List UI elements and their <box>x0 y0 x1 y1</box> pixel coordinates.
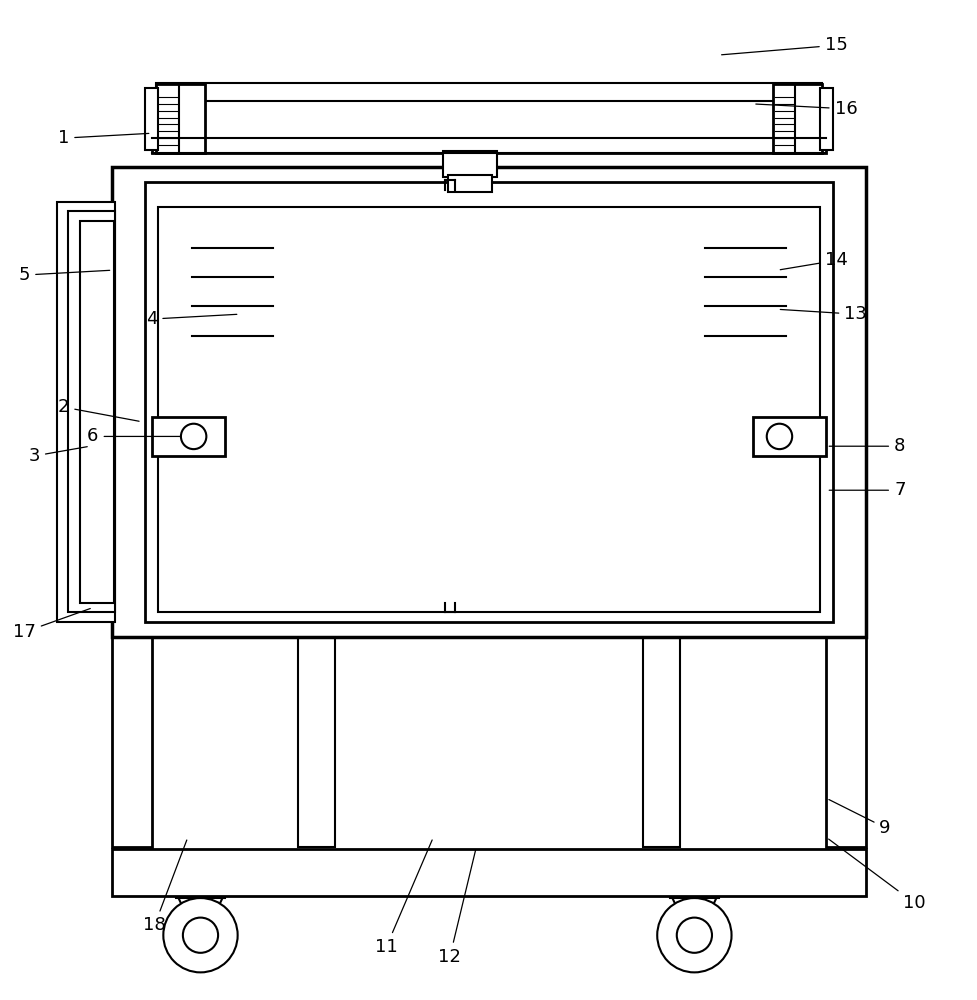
Bar <box>68 211 115 612</box>
Bar <box>447 175 491 192</box>
Text: 15: 15 <box>721 36 847 55</box>
Text: 10: 10 <box>828 839 925 912</box>
Text: 16: 16 <box>755 100 857 118</box>
Text: 13: 13 <box>780 305 867 323</box>
Bar <box>112 849 865 896</box>
Bar <box>181 204 283 375</box>
Bar <box>158 207 819 612</box>
Bar <box>145 182 832 622</box>
Circle shape <box>657 898 731 972</box>
Text: 11: 11 <box>374 840 432 956</box>
Text: 2: 2 <box>58 398 139 421</box>
Circle shape <box>766 424 791 449</box>
Text: 7: 7 <box>828 481 905 499</box>
Bar <box>191 213 273 365</box>
Bar <box>819 88 832 150</box>
Bar <box>704 213 786 365</box>
Bar <box>80 221 114 603</box>
Circle shape <box>181 424 206 449</box>
Bar <box>112 167 865 637</box>
Text: 6: 6 <box>87 427 188 445</box>
Bar <box>151 417 225 456</box>
Bar <box>151 99 826 153</box>
Bar <box>443 151 496 177</box>
Text: 14: 14 <box>780 251 847 270</box>
Text: 18: 18 <box>143 840 187 934</box>
Bar <box>752 417 826 456</box>
Text: 1: 1 <box>58 129 149 147</box>
Bar <box>156 84 205 153</box>
Bar <box>826 358 865 847</box>
Text: 12: 12 <box>438 850 475 966</box>
Text: 4: 4 <box>146 310 236 328</box>
Bar <box>694 204 796 375</box>
Bar <box>430 363 469 402</box>
Bar <box>298 358 335 847</box>
Circle shape <box>163 898 237 972</box>
Text: 17: 17 <box>13 609 90 641</box>
Bar <box>642 358 679 847</box>
Text: 5: 5 <box>19 266 109 284</box>
Text: 9: 9 <box>828 800 890 837</box>
Bar <box>112 358 151 847</box>
Bar <box>156 83 821 101</box>
Bar <box>57 202 115 622</box>
Bar <box>145 88 158 150</box>
Text: 3: 3 <box>28 447 87 465</box>
Bar <box>772 84 821 153</box>
Circle shape <box>676 918 711 953</box>
Text: 8: 8 <box>828 437 905 455</box>
Circle shape <box>183 918 218 953</box>
